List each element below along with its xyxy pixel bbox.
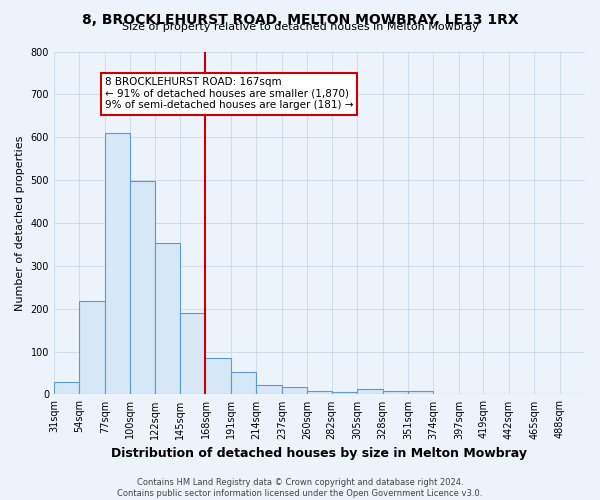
- X-axis label: Distribution of detached houses by size in Melton Mowbray: Distribution of detached houses by size …: [112, 447, 527, 460]
- Text: 8 BROCKLEHURST ROAD: 167sqm
← 91% of detached houses are smaller (1,870)
9% of s: 8 BROCKLEHURST ROAD: 167sqm ← 91% of det…: [105, 77, 353, 110]
- Bar: [130, 181, 155, 394]
- Bar: [155, 243, 180, 394]
- Text: Contains HM Land Registry data © Crown copyright and database right 2024.
Contai: Contains HM Land Registry data © Crown c…: [118, 478, 482, 498]
- Bar: [205, 358, 231, 395]
- Bar: [282, 387, 307, 394]
- Y-axis label: Number of detached properties: Number of detached properties: [15, 136, 25, 310]
- Text: Size of property relative to detached houses in Melton Mowbray: Size of property relative to detached ho…: [122, 22, 478, 32]
- Bar: [332, 392, 357, 394]
- Bar: [231, 372, 256, 394]
- Bar: [54, 382, 79, 394]
- Bar: [357, 390, 383, 394]
- Bar: [256, 385, 282, 394]
- Bar: [180, 313, 205, 394]
- Bar: [408, 392, 433, 394]
- Bar: [105, 133, 130, 394]
- Bar: [383, 390, 408, 394]
- Bar: [307, 391, 332, 394]
- Bar: [79, 301, 105, 394]
- Text: 8, BROCKLEHURST ROAD, MELTON MOWBRAY, LE13 1RX: 8, BROCKLEHURST ROAD, MELTON MOWBRAY, LE…: [82, 12, 518, 26]
